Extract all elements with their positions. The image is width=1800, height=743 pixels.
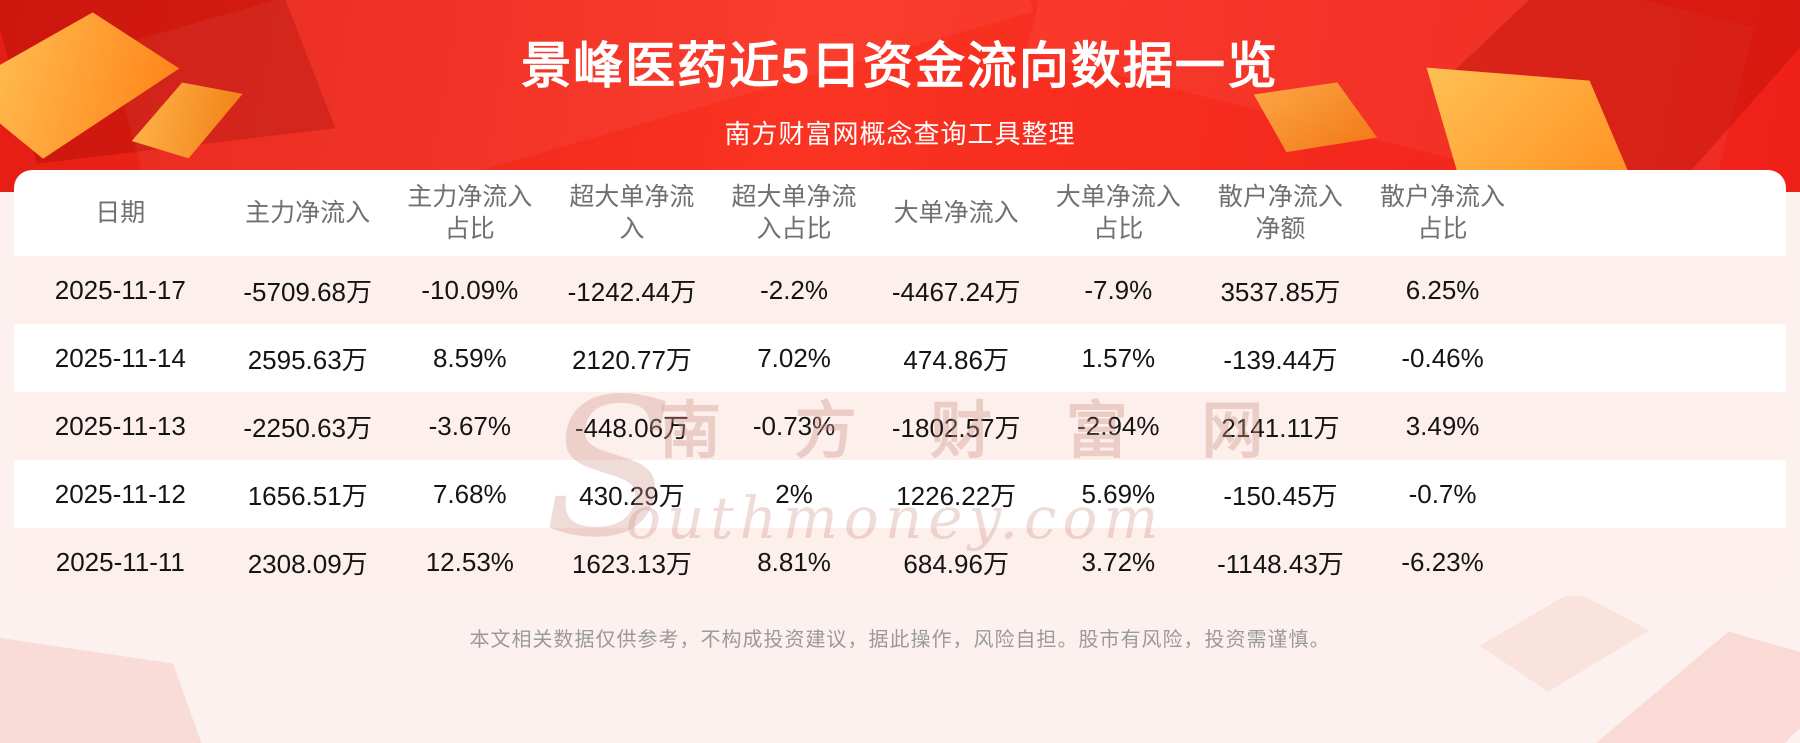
cell-value: 7.68% — [432, 478, 507, 509]
cell-value: 2308.09万 — [247, 548, 368, 579]
table-row: 2025-11-17 -5709.68万 -10.09% -1242.44万 -… — [14, 256, 1786, 324]
cell-value: 2595.63万 — [247, 344, 368, 375]
cell-value: -0.7% — [1408, 478, 1477, 509]
spacer-cell — [1524, 256, 1786, 324]
cell-value: -2250.63万 — [243, 412, 373, 443]
table-row: 2025-11-13 -2250.63万 -3.67% -448.06万 -0.… — [14, 392, 1786, 460]
cell-value: -150.45万 — [1223, 480, 1338, 511]
col-header-main-net-inflow: 主力净流入 — [245, 198, 371, 227]
cell-value: 1656.51万 — [247, 480, 368, 511]
cell-value: 430.29万 — [579, 480, 685, 511]
cell-value: 5.69% — [1081, 478, 1156, 509]
cell-value: -1148.43万 — [1217, 548, 1344, 579]
cell-value: 12.53% — [425, 546, 514, 577]
col-header-large-net-inflow-pct: 大单净流入 占比 — [1055, 182, 1181, 244]
cell-value: 684.96万 — [903, 548, 1009, 579]
cell-value: -6.23% — [1401, 546, 1484, 577]
disclaimer-text: 本文相关数据仅供参考，不构成投资建议，据此操作，风险自担。股市有风险，投资需谨慎… — [469, 629, 1331, 651]
cell-value: 1226.22万 — [896, 480, 1017, 511]
cell-date: 2025-11-14 — [54, 342, 186, 373]
table-row: 2025-11-11 2308.09万 12.53% 1623.13万 8.81… — [14, 528, 1786, 596]
cell-value: -1242.44万 — [567, 276, 697, 307]
cell-value: 6.25% — [1405, 274, 1480, 305]
cell-date: 2025-11-13 — [54, 410, 186, 441]
col-header-main-net-inflow-pct: 主力净流入 占比 — [407, 182, 533, 244]
cell-value: -2.94% — [1077, 410, 1160, 441]
cell-value: 7.02% — [757, 342, 831, 373]
cell-value: 8.59% — [432, 342, 507, 373]
cell-value: 3.49% — [1405, 410, 1480, 441]
page-title: 景峰医药近5日资金流向数据一览 — [521, 38, 1279, 94]
col-header-super-large-net-inflow: 超大单净流 入 — [569, 182, 695, 244]
fund-flow-table: 日期 主力净流入 主力净流入 占比 超大单净流 入 超大单净流 入占比 大单净流… — [14, 170, 1786, 596]
spacer-cell — [1524, 528, 1786, 596]
col-header-large-net-inflow: 大单净流入 — [893, 198, 1019, 227]
cell-date: 2025-11-12 — [54, 478, 186, 509]
cell-value: -3.67% — [428, 410, 511, 441]
cell-value: 8.81% — [757, 546, 831, 577]
spacer-cell — [1524, 460, 1786, 528]
decorative-shape-icon — [1550, 589, 1800, 743]
cell-value: 2141.11万 — [1221, 412, 1340, 443]
decorative-shape-icon — [0, 580, 262, 743]
cell-value: 2120.77万 — [571, 344, 692, 375]
table-row: 2025-11-12 1656.51万 7.68% 430.29万 2% 122… — [14, 460, 1786, 528]
cell-value: -0.73% — [752, 410, 836, 441]
cell-date: 2025-11-11 — [55, 546, 185, 577]
cell-value: -4467.24万 — [891, 276, 1021, 307]
spacer-cell — [1524, 392, 1786, 460]
cell-value: -2.2% — [760, 274, 829, 305]
spacer-cell — [1524, 170, 1786, 256]
col-header-retail-net-inflow: 散户净流入 净额 — [1217, 182, 1343, 244]
spacer-cell — [1524, 324, 1786, 392]
col-header-date: 日期 — [95, 198, 146, 227]
cell-value: 3.72% — [1081, 546, 1156, 577]
fund-flow-card: 日期 主力净流入 主力净流入 占比 超大单净流 入 超大单净流 入占比 大单净流… — [14, 170, 1786, 596]
page-subtitle: 南方财富网概念查询工具整理 — [724, 119, 1076, 149]
cell-value: 474.86万 — [903, 344, 1009, 375]
col-header-retail-net-inflow-pct: 散户净流入 占比 — [1380, 182, 1506, 244]
table-row: 2025-11-14 2595.63万 8.59% 2120.77万 7.02%… — [14, 324, 1786, 392]
cell-date: 2025-11-17 — [54, 274, 186, 305]
cell-value: -448.06万 — [574, 412, 690, 443]
table-header-row: 日期 主力净流入 主力净流入 占比 超大单净流 入 超大单净流 入占比 大单净流… — [14, 170, 1786, 256]
cell-value: -7.9% — [1084, 274, 1153, 305]
cell-value: -10.09% — [421, 274, 519, 305]
cell-value: -0.46% — [1401, 342, 1484, 373]
cell-value: -1802.57万 — [891, 412, 1021, 443]
cell-value: -139.44万 — [1223, 344, 1338, 375]
cell-value: 3537.85万 — [1220, 276, 1341, 307]
cell-value: 1623.13万 — [571, 548, 692, 579]
cell-value: 2% — [775, 478, 813, 509]
cell-value: -5709.68万 — [243, 276, 373, 307]
cell-value: 1.57% — [1081, 342, 1156, 373]
col-header-super-large-net-inflow-pct: 超大单净流 入占比 — [731, 182, 857, 244]
hero-banner: 景峰医药近5日资金流向数据一览 南方财富网概念查询工具整理 — [0, 0, 1800, 192]
